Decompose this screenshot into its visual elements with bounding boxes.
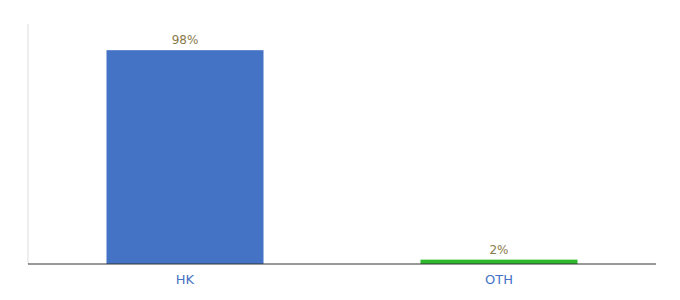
data-label: 2% [489,243,508,257]
data-label: 98% [172,33,199,47]
y-axis-line [28,24,29,264]
x-tick-label: OTH [485,272,513,287]
bar [107,50,264,264]
bars [107,50,578,264]
chart: HK OTH 98% 2% [0,0,680,300]
bar [421,260,578,264]
chart-container: HK OTH 98% 2% [0,0,680,300]
x-axis-line [28,264,656,265]
x-tick-label: HK [176,272,195,287]
